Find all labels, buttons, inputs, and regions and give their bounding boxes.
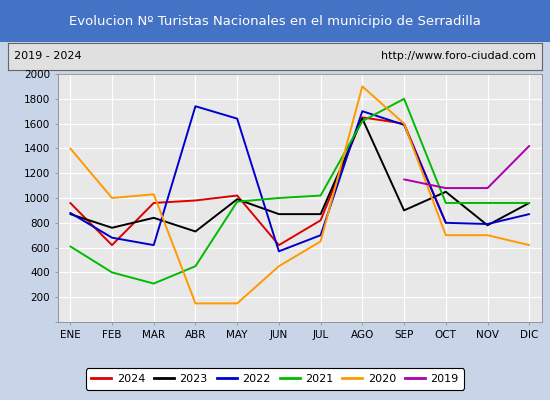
Legend: 2024, 2023, 2022, 2021, 2020, 2019: 2024, 2023, 2022, 2021, 2020, 2019 <box>86 368 464 390</box>
Text: Evolucion Nº Turistas Nacionales en el municipio de Serradilla: Evolucion Nº Turistas Nacionales en el m… <box>69 14 481 28</box>
Text: http://www.foro-ciudad.com: http://www.foro-ciudad.com <box>381 51 536 61</box>
Text: 2019 - 2024: 2019 - 2024 <box>14 51 81 61</box>
